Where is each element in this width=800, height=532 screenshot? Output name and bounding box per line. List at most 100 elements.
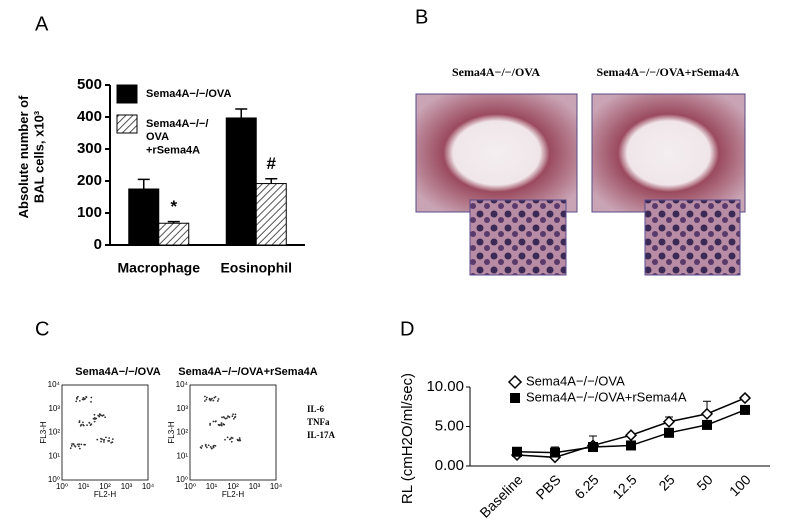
event-dot bbox=[203, 400, 206, 402]
event-dot bbox=[90, 401, 92, 403]
y-tick-label: 10⁴ bbox=[48, 380, 61, 389]
event-dot bbox=[214, 395, 217, 398]
y-tick-label: 10² bbox=[48, 428, 60, 437]
y-tick-label: 10¹ bbox=[176, 451, 188, 460]
event-dot bbox=[83, 443, 86, 446]
x-tick-label: 10⁴ bbox=[142, 482, 155, 491]
event-dot bbox=[78, 447, 81, 450]
event-dot bbox=[205, 398, 208, 401]
image-title: Sema4A−/−/OVA bbox=[452, 65, 540, 79]
event-dot bbox=[222, 416, 225, 418]
y-tick-label: 200 bbox=[77, 172, 102, 189]
y-tick-label: 10⁰ bbox=[176, 475, 188, 484]
x-tick-label: 10³ bbox=[121, 482, 133, 491]
legend-marker bbox=[507, 374, 523, 390]
x-tick-label: 10² bbox=[99, 482, 111, 491]
event-dot bbox=[236, 439, 239, 442]
x-tick-label: 6.25 bbox=[571, 471, 602, 502]
event-dot bbox=[77, 395, 79, 398]
legend-label: Sema4A−/−/OVA+rSema4A bbox=[526, 389, 687, 404]
x-axis-label: FL2-H bbox=[222, 490, 244, 499]
y-tick-label: 100 bbox=[77, 204, 102, 221]
bar bbox=[128, 188, 160, 246]
event-dot bbox=[224, 438, 226, 441]
event-dot bbox=[228, 438, 231, 441]
y-tick-label: 10¹ bbox=[48, 451, 60, 460]
x-tick-label: 25 bbox=[655, 471, 677, 493]
event-dot bbox=[234, 413, 237, 416]
bar bbox=[158, 222, 190, 246]
y-tick-label: 10⁴ bbox=[176, 380, 189, 389]
event-dot bbox=[217, 398, 220, 400]
legend-swatch bbox=[116, 114, 138, 134]
legend-label: IL-17A bbox=[307, 430, 336, 440]
event-dot bbox=[89, 424, 92, 427]
event-dot bbox=[104, 416, 107, 419]
y-tick-label: 300 bbox=[77, 140, 102, 157]
point bbox=[738, 391, 752, 405]
histology bbox=[415, 93, 746, 276]
event-dot bbox=[93, 413, 96, 416]
error-bar bbox=[137, 178, 150, 189]
event-dot bbox=[221, 416, 223, 419]
event-dot bbox=[108, 439, 111, 442]
y-tick-label: 400 bbox=[77, 108, 102, 125]
x-tick-label: 10⁰ bbox=[184, 482, 196, 491]
event-dot bbox=[101, 414, 104, 417]
event-dot bbox=[81, 398, 84, 401]
event-dot bbox=[69, 447, 72, 450]
event-dot bbox=[76, 398, 78, 400]
event-dot bbox=[209, 399, 212, 402]
event-dot bbox=[78, 443, 80, 446]
event-dot bbox=[212, 399, 215, 402]
event-dot bbox=[209, 422, 212, 425]
event-dot bbox=[96, 438, 99, 441]
event-dot bbox=[201, 444, 204, 447]
event-dot bbox=[93, 420, 96, 423]
x-tick-label: 100 bbox=[726, 471, 754, 499]
event-dot bbox=[92, 417, 95, 420]
event-dot bbox=[75, 400, 78, 403]
event-dot bbox=[231, 415, 234, 418]
event-dot bbox=[205, 446, 208, 449]
event-dot bbox=[212, 420, 215, 423]
panel-label: B bbox=[415, 6, 428, 28]
event-dot bbox=[98, 415, 101, 418]
plot-frame bbox=[61, 384, 149, 481]
legend-swatch bbox=[116, 84, 138, 104]
event-dot bbox=[209, 424, 211, 426]
event-dot bbox=[226, 436, 229, 439]
event-dot bbox=[85, 396, 88, 399]
x-tick-label: 10⁴ bbox=[270, 482, 283, 491]
point bbox=[512, 446, 522, 457]
point bbox=[702, 419, 712, 430]
y-axis-label: Absolute number ofBAL cells, x10³ bbox=[16, 95, 47, 218]
event-dot bbox=[208, 397, 211, 400]
legend-label: Sema4A−/−/OVA bbox=[526, 373, 625, 388]
event-dot bbox=[70, 445, 73, 447]
event-dot bbox=[238, 437, 241, 439]
event-dot bbox=[233, 416, 236, 419]
event-dot bbox=[207, 444, 210, 447]
event-dot bbox=[214, 445, 217, 447]
event-dot bbox=[108, 437, 111, 439]
y-tick-label: 10³ bbox=[176, 404, 188, 413]
point bbox=[588, 442, 598, 453]
x-tick-label: Baseline bbox=[476, 471, 525, 520]
event-dot bbox=[72, 443, 75, 445]
point bbox=[664, 427, 674, 438]
plot-title: Sema4A−/−/OVA+rSema4A bbox=[178, 366, 318, 378]
event-dot bbox=[76, 443, 79, 446]
x-tick-label: 10¹ bbox=[206, 482, 218, 491]
x-tick-label: 12.5 bbox=[609, 471, 640, 502]
error-bar bbox=[167, 220, 180, 224]
x-tick-label: Eosinophil bbox=[220, 260, 292, 276]
event-dot bbox=[212, 445, 215, 448]
legend-label: IL-6 bbox=[307, 404, 325, 414]
y-tick-label: 0 bbox=[94, 236, 102, 253]
y-tick-label: 10.00 bbox=[426, 378, 464, 395]
event-dot bbox=[111, 441, 114, 444]
event-dot bbox=[83, 398, 86, 401]
